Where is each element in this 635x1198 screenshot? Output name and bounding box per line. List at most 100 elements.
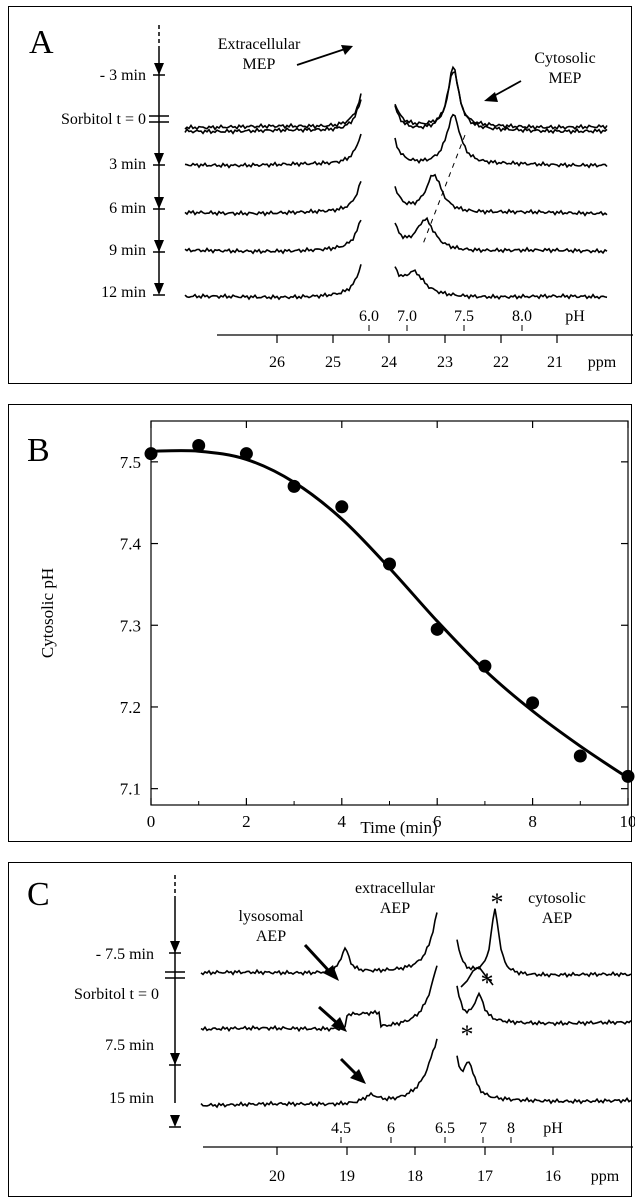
ppm-tick-label: 16 (545, 1168, 561, 1185)
ppm-tick-label: 24 (381, 354, 397, 371)
ppm-tick-label: 26 (269, 354, 285, 371)
ppm-tick-label: 22 (493, 354, 509, 371)
fit-curve (151, 451, 628, 778)
y-tick-label: 7.2 (120, 698, 141, 717)
ph-label: 8.0 (512, 308, 532, 325)
extracellular-mep-label-line1: Extracellular (218, 36, 301, 53)
time-arrowhead (154, 283, 164, 295)
y-axis-label: Cytosolic pH (38, 568, 57, 658)
x-tick-label: 8 (528, 812, 537, 831)
ppm-tick-label: 17 (477, 1168, 493, 1185)
spectrum-left-2 (201, 966, 437, 1031)
cytosolic-aep-label-line2: AEP (542, 910, 572, 927)
data-point (335, 500, 348, 513)
lysosomal-arrow (341, 1059, 357, 1075)
data-point (192, 439, 205, 452)
panel-c: C - 7.5 min Sorbitol t = 0 7.5 min 15 mi… (8, 862, 632, 1197)
x-tick-label: 0 (147, 812, 156, 831)
lysosomal-aep-label-line2: AEP (256, 928, 286, 945)
cytosolic-peak-marker: * (461, 1020, 474, 1049)
ppm-tick-label: 18 (407, 1168, 423, 1185)
y-tick-label: 7.4 (120, 535, 142, 554)
x-axis-label: Time (min) (360, 818, 437, 837)
cytosolic-mep-label-line2: MEP (549, 70, 582, 87)
time-arrowhead (154, 63, 164, 75)
ph-label: 6 (387, 1120, 395, 1137)
ph-unit: pH (565, 308, 585, 325)
extracellular-arrow (297, 49, 345, 65)
y-tick-label: 7.3 (120, 616, 141, 635)
cytosolic-peak-marker: * (481, 968, 494, 997)
time-arrowhead (154, 240, 164, 252)
time-label: 15 min (109, 1090, 154, 1107)
ppm-tick-label: 23 (437, 354, 453, 371)
ppm-tick-label: 21 (547, 354, 563, 371)
spectrum-left-5 (185, 220, 361, 253)
spectrum-left-3 (201, 1039, 437, 1107)
y-axis-ticks: 7.5 7.4 7.3 7.2 7.1 (120, 453, 628, 799)
data-point (526, 696, 539, 709)
time-label: 12 min (101, 284, 146, 301)
time-arrowhead (154, 153, 164, 165)
panel-c-svg: C - 7.5 min Sorbitol t = 0 7.5 min 15 mi… (9, 863, 633, 1198)
y-tick-label: 7.1 (120, 780, 141, 799)
data-point (145, 447, 158, 460)
ph-label: 8 (507, 1120, 515, 1137)
lysosomal-arrow (305, 945, 329, 971)
spectrum-left-4 (185, 181, 361, 215)
data-point (240, 447, 253, 460)
spectrum-left-3 (185, 134, 361, 167)
extracellular-aep-label-line1: extracellular (355, 880, 436, 897)
spectrum-right-4 (395, 175, 607, 216)
x-tick-label: 4 (338, 812, 347, 831)
plot-frame (151, 421, 628, 805)
ph-label: 7.0 (397, 308, 417, 325)
time-label: 3 min (109, 156, 146, 173)
ph-label: 6.5 (435, 1120, 455, 1137)
time-label: Sorbitol t = 0 (61, 111, 146, 128)
spectrum-right-3 (395, 115, 607, 168)
spectrum-right-5 (395, 218, 607, 253)
panel-letter: B (27, 432, 50, 469)
ph-label: 7 (479, 1120, 487, 1137)
ph-label: 4.5 (331, 1120, 351, 1137)
ppm-unit: ppm (591, 1168, 620, 1185)
time-arrowhead (170, 941, 180, 953)
x-tick-label: 2 (242, 812, 251, 831)
spectrum-left-1 (185, 94, 361, 130)
ph-label: 7.5 (454, 308, 474, 325)
spectrum-left-2 (185, 100, 361, 134)
panel-letter: A (29, 24, 54, 61)
spectra-group (185, 67, 607, 299)
lysosomal-arrow (319, 1007, 337, 1023)
data-point (622, 770, 635, 783)
ph-unit: pH (543, 1120, 563, 1137)
data-point (431, 623, 444, 636)
cytosolic-mep-label-line1: Cytosolic (534, 50, 595, 67)
x-tick-label: 10 (620, 812, 635, 831)
cytosolic-arrow (492, 81, 521, 97)
lysosomal-aep-label-line1: lysosomal (239, 908, 304, 925)
time-label: 9 min (109, 242, 146, 259)
panel-letter: C (27, 876, 50, 913)
time-arrowhead (170, 1115, 180, 1127)
cytosolic-arrowhead (484, 92, 498, 102)
ppm-ticks (277, 325, 557, 343)
time-label: 6 min (109, 200, 146, 217)
time-arrowhead (170, 1053, 180, 1065)
ph-label: 6.0 (359, 308, 379, 325)
time-arrowhead (154, 197, 164, 209)
ppm-ticks (277, 1137, 553, 1155)
extracellular-aep-label-line2: AEP (380, 900, 410, 917)
panel-a-svg: A - 3 min Sorbitol t = 0 3 min 6 min 9 m… (9, 7, 633, 385)
y-tick-label: 7.5 (120, 453, 141, 472)
ppm-tick-label: 25 (325, 354, 341, 371)
spectrum-left-6 (185, 264, 361, 299)
time-label: Sorbitol t = 0 (74, 986, 159, 1003)
peak-shift-guide (423, 135, 465, 244)
ppm-unit: ppm (588, 354, 617, 371)
time-label: 7.5 min (105, 1037, 154, 1054)
